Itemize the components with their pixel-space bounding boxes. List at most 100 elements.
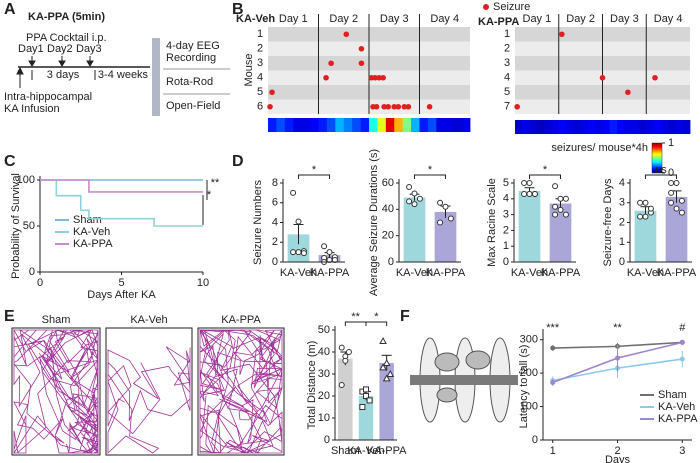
data-point xyxy=(679,339,685,345)
data-point xyxy=(550,379,556,385)
colorbar-tick-label: 0 xyxy=(668,167,674,179)
colorbar xyxy=(651,142,663,174)
data-point xyxy=(562,195,569,202)
data-point xyxy=(342,357,349,364)
data-point xyxy=(363,393,369,399)
label: Day2 xyxy=(47,43,73,55)
heatmap-cell xyxy=(602,120,611,134)
data-point xyxy=(331,257,338,264)
y-tick-label: 8 xyxy=(272,177,278,189)
heatmap-cell xyxy=(318,118,328,132)
significance-label: * xyxy=(374,311,379,323)
seizure-dot xyxy=(401,103,408,110)
y-tick-label: 0 xyxy=(619,256,625,268)
day-label: Day 1 xyxy=(523,13,552,25)
data-point xyxy=(642,199,649,206)
seizure-dot xyxy=(625,89,631,96)
heatmap-cell xyxy=(675,120,684,134)
y-tick-label: 0 xyxy=(29,266,35,278)
heatmap-cell xyxy=(566,120,574,134)
significance-bracket xyxy=(529,174,561,179)
heatmap-cell xyxy=(411,118,420,132)
data-point xyxy=(668,189,675,196)
panel-label: D xyxy=(232,153,244,170)
data-point xyxy=(295,218,302,225)
data-point xyxy=(290,249,297,256)
heatmap-cell xyxy=(595,120,603,134)
data-point xyxy=(521,191,528,198)
seizure-dot xyxy=(323,74,329,81)
x-tick-label: Sham xyxy=(331,445,360,457)
data-point xyxy=(673,205,680,212)
y-tick-label: 20 xyxy=(318,390,330,402)
data-point xyxy=(678,197,685,204)
heatmap-cell xyxy=(301,118,311,132)
heatmap-cell xyxy=(369,118,378,132)
day-label: Day 3 xyxy=(610,13,639,25)
y-tick-label: 6 xyxy=(272,197,278,209)
axis-title: Latency to fall (s) xyxy=(518,345,530,429)
heatmap-cell xyxy=(544,120,552,134)
day-label: Day 3 xyxy=(380,13,409,25)
axis-title: Max Racine Scale xyxy=(486,178,498,267)
significance-bracket xyxy=(298,174,330,179)
data-point xyxy=(637,213,644,220)
data-point xyxy=(668,180,675,186)
heatmap-cell xyxy=(668,120,676,134)
data-point xyxy=(642,213,649,220)
y-tick-label: 0 xyxy=(532,434,538,446)
group-name: KA-Veh xyxy=(236,13,275,25)
seizure-dot xyxy=(328,60,334,67)
data-point xyxy=(338,344,345,351)
panel-label: C xyxy=(4,153,16,170)
heatmap-cell xyxy=(522,120,530,134)
data-point xyxy=(416,195,423,202)
data-point xyxy=(406,198,413,205)
label: Day3 xyxy=(76,43,102,55)
axis-title: Days xyxy=(605,454,631,463)
data-point xyxy=(363,386,369,393)
data-point xyxy=(552,211,559,218)
heatmap-cell xyxy=(682,120,691,134)
x-tick-label: KA-PPA xyxy=(426,267,466,279)
heatmap-cell xyxy=(551,120,560,134)
legend-dot xyxy=(483,4,489,10)
arena-title: KA-Veh xyxy=(130,314,167,326)
data-point xyxy=(406,183,413,190)
heatmap-cell xyxy=(377,118,387,132)
heatmap-cell xyxy=(385,118,395,132)
label: PPA Cocktail i.p. xyxy=(26,32,107,44)
legend-label: Sham xyxy=(658,389,687,401)
seizure-dot xyxy=(358,60,365,67)
trajectory xyxy=(13,328,99,455)
y-tick-label: 2 xyxy=(503,224,509,236)
legend-label: Seizure xyxy=(493,1,530,13)
heatmap-cell xyxy=(558,120,567,134)
bar xyxy=(379,363,394,440)
data-point xyxy=(359,404,366,410)
label: 3 days xyxy=(47,69,80,81)
seizure-dot xyxy=(376,74,382,81)
heatmap-cell xyxy=(529,120,538,134)
heatmap-cell xyxy=(515,120,523,134)
significance-label: ns xyxy=(655,164,667,176)
data-point xyxy=(531,191,538,198)
y-tick-label: 60 xyxy=(382,177,394,189)
data-point xyxy=(411,190,418,197)
x-tick-label: 5 xyxy=(118,277,124,289)
heatmap-cell xyxy=(580,120,589,134)
y-tick-label: 0 xyxy=(503,256,509,268)
row-label: 5 xyxy=(257,86,263,98)
x-tick-label: KA-PPA xyxy=(541,267,581,279)
row-label: 6 xyxy=(257,101,263,113)
rotarod-drawing xyxy=(410,337,518,423)
seizure-dot xyxy=(405,103,412,110)
seizure-dot xyxy=(358,45,365,52)
y-tick-label: 3 xyxy=(503,209,509,221)
timeline-title: KA-PPA (5min) xyxy=(28,11,105,23)
arena-title: Sham xyxy=(42,314,71,326)
y-tick-label: 1 xyxy=(503,240,509,252)
data-point xyxy=(290,189,297,196)
significance-bracket xyxy=(365,321,388,326)
